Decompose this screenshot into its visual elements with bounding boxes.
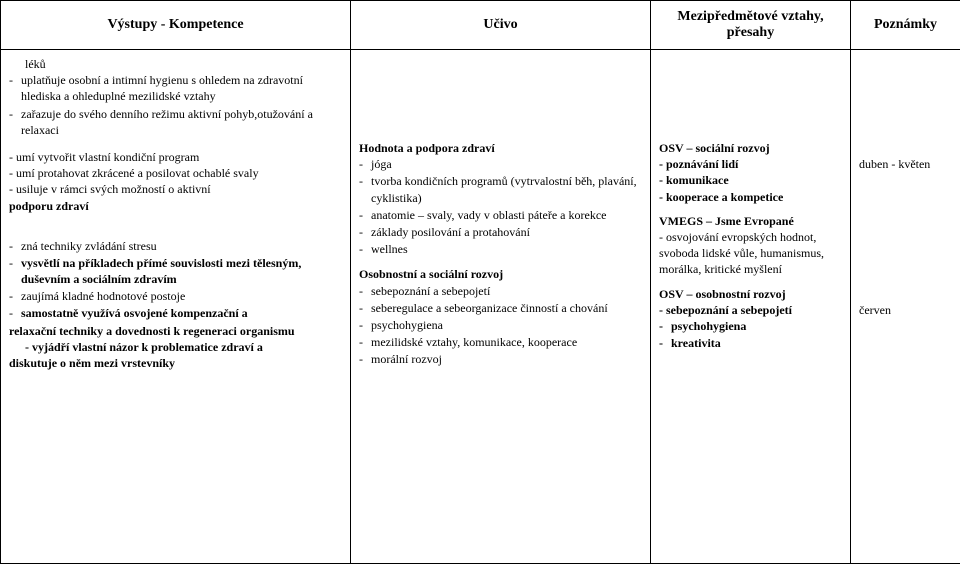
- outcome-line-bold: diskutuje o něm mezi vrstevníky: [9, 355, 342, 371]
- relation-heading: OSV – sociální rozvoj: [659, 140, 842, 156]
- cell-outcomes: léků uplatňuje osobní a intimní hygienu …: [1, 50, 351, 564]
- list-item: psychohygiena: [371, 317, 642, 333]
- curriculum-list-1: jóga tvorba kondičních programů (vytrval…: [359, 156, 642, 257]
- cell-notes: duben - květen červen: [851, 50, 960, 564]
- list-item: jóga: [371, 156, 642, 172]
- outcome-line: - umí vytvořit vlastní kondiční program: [9, 149, 342, 165]
- outcome-line-bold: - vyjádří vlastní názor k problematice z…: [9, 339, 342, 355]
- cell-relations: OSV – sociální rozvoj - poznávání lidí -…: [651, 50, 851, 564]
- relation-line: - sebepoznání a sebepojetí: [659, 302, 842, 318]
- outcome-line: - usiluje v rámci svých možností o aktiv…: [9, 181, 342, 197]
- list-item: samostatně využívá osvojené kompenzační …: [21, 305, 342, 321]
- list-item: uplatňuje osobní a intimní hygienu s ohl…: [21, 72, 342, 104]
- relation-line: - osvojování evropských hodnot, svoboda …: [659, 229, 842, 278]
- list-item: sebepoznání a sebepojetí: [371, 283, 642, 299]
- continuation-text: léků: [9, 56, 342, 72]
- list-item: morální rozvoj: [371, 351, 642, 367]
- relation-line: - komunikace: [659, 172, 842, 188]
- relation-heading: OSV – osobnostní rozvoj: [659, 286, 842, 302]
- relation-line: - poznávání lidí: [659, 156, 842, 172]
- outcome-line-bold: podporu zdraví: [9, 198, 342, 214]
- body-row: léků uplatňuje osobní a intimní hygienu …: [1, 50, 960, 564]
- outcomes-list-2: zná techniky zvládání stresu vysvětlí na…: [9, 238, 342, 322]
- curriculum-table: Výstupy - Kompetence Učivo Mezipředmětov…: [0, 0, 960, 564]
- header-col3: Mezipředmětové vztahy, přesahy: [651, 1, 851, 50]
- section-heading: Osobnostní a sociální rozvoj: [359, 266, 642, 282]
- outcome-line-bold: relaxační techniky a dovednosti k regene…: [9, 323, 342, 339]
- outcome-line: - umí protahovat zkrácené a posilovat oc…: [9, 165, 342, 181]
- relation-list: psychohygiena kreativita: [659, 318, 842, 351]
- list-item: seberegulace a sebeorganizace činností a…: [371, 300, 642, 316]
- outcomes-list-1: uplatňuje osobní a intimní hygienu s ohl…: [9, 72, 342, 138]
- cell-curriculum: Hodnota a podpora zdraví jóga tvorba kon…: [351, 50, 651, 564]
- section-heading: Hodnota a podpora zdraví: [359, 140, 642, 156]
- header-col4: Poznámky: [851, 1, 960, 50]
- note-timeframe: duben - květen: [859, 156, 952, 172]
- list-item: tvorba kondičních programů (vytrvalostní…: [371, 173, 642, 205]
- list-item: zná techniky zvládání stresu: [21, 238, 342, 254]
- list-item: wellnes: [371, 241, 642, 257]
- relation-heading: VMEGS – Jsme Evropané: [659, 213, 842, 229]
- note-timeframe: červen: [859, 302, 952, 318]
- list-item: anatomie – svaly, vady v oblasti páteře …: [371, 207, 642, 223]
- list-item: základy posilování a protahování: [371, 224, 642, 240]
- header-row: Výstupy - Kompetence Učivo Mezipředmětov…: [1, 1, 960, 50]
- list-item: mezilidské vztahy, komunikace, kooperace: [371, 334, 642, 350]
- header-col2: Učivo: [351, 1, 651, 50]
- list-item: psychohygiena: [671, 318, 842, 334]
- relation-line: - kooperace a kompetice: [659, 189, 842, 205]
- list-item: zaujímá kladné hodnotové postoje: [21, 288, 342, 304]
- header-col1: Výstupy - Kompetence: [1, 1, 351, 50]
- list-item: zařazuje do svého denního režimu aktivní…: [21, 106, 342, 138]
- list-item: vysvětlí na příkladech přímé souvislosti…: [21, 255, 342, 287]
- list-item: kreativita: [671, 335, 842, 351]
- curriculum-list-2: sebepoznání a sebepojetí seberegulace a …: [359, 283, 642, 368]
